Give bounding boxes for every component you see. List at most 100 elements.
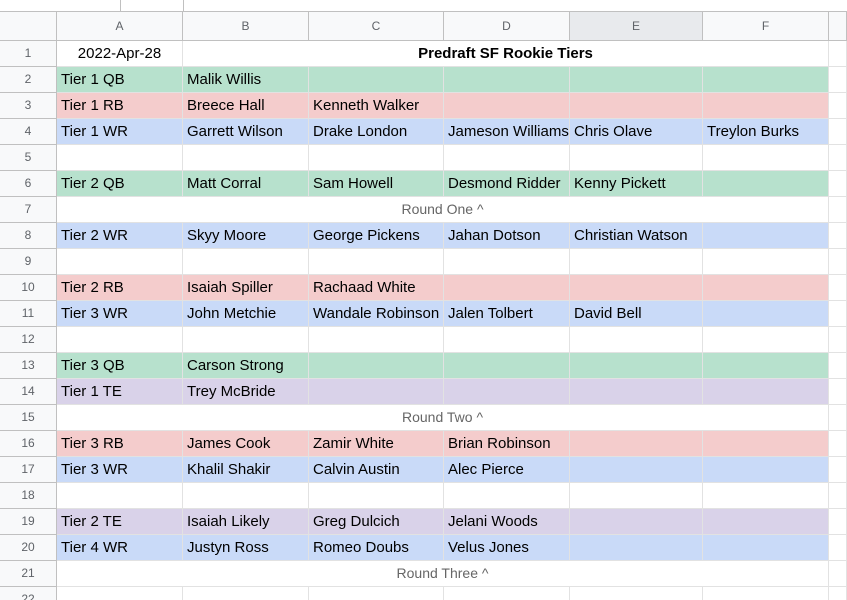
cell[interactable]: [444, 67, 570, 93]
column-header[interactable]: E: [570, 12, 703, 41]
cell[interactable]: James Cook: [183, 431, 309, 457]
cell[interactable]: Tier 1 TE: [57, 379, 183, 405]
cell[interactable]: Khalil Shakir: [183, 457, 309, 483]
column-header[interactable]: A: [57, 12, 183, 41]
cell[interactable]: [57, 145, 183, 171]
cell[interactable]: Garrett Wilson: [183, 119, 309, 145]
cell[interactable]: [309, 67, 444, 93]
cell[interactable]: Tier 3 WR: [57, 457, 183, 483]
cell[interactable]: [570, 327, 703, 353]
cell[interactable]: [703, 457, 829, 483]
cell[interactable]: Kenny Pickett: [570, 171, 703, 197]
cell[interactable]: [183, 249, 309, 275]
cell[interactable]: John Metchie: [183, 301, 309, 327]
cell[interactable]: Sam Howell: [309, 171, 444, 197]
cell[interactable]: Carson Strong: [183, 353, 309, 379]
cell[interactable]: [309, 587, 444, 600]
cell[interactable]: [570, 67, 703, 93]
row-header[interactable]: 17: [0, 457, 57, 483]
row-header[interactable]: 19: [0, 509, 57, 535]
cell[interactable]: Christian Watson: [570, 223, 703, 249]
cell[interactable]: [703, 67, 829, 93]
cell[interactable]: [57, 327, 183, 353]
cell[interactable]: Jahan Dotson: [444, 223, 570, 249]
cell[interactable]: [703, 249, 829, 275]
row-header[interactable]: 1: [0, 41, 57, 67]
column-header[interactable]: F: [703, 12, 829, 41]
cell[interactable]: Rachaad White: [309, 275, 444, 301]
cell[interactable]: Skyy Moore: [183, 223, 309, 249]
cell[interactable]: [444, 353, 570, 379]
cell[interactable]: [57, 483, 183, 509]
cell[interactable]: [570, 93, 703, 119]
cell[interactable]: [570, 353, 703, 379]
cell[interactable]: [703, 145, 829, 171]
cell[interactable]: [309, 327, 444, 353]
cell[interactable]: Tier 3 RB: [57, 431, 183, 457]
cell[interactable]: Drake London: [309, 119, 444, 145]
cell[interactable]: [444, 483, 570, 509]
cell[interactable]: [570, 587, 703, 600]
cell[interactable]: David Bell: [570, 301, 703, 327]
cell[interactable]: [703, 483, 829, 509]
cell[interactable]: [570, 431, 703, 457]
column-header[interactable]: D: [444, 12, 570, 41]
cell[interactable]: Matt Corral: [183, 171, 309, 197]
cell[interactable]: [444, 327, 570, 353]
cell[interactable]: Tier 4 WR: [57, 535, 183, 561]
cell[interactable]: Romeo Doubs: [309, 535, 444, 561]
cell[interactable]: Zamir White: [309, 431, 444, 457]
row-header[interactable]: 7: [0, 197, 57, 223]
cell[interactable]: [570, 457, 703, 483]
cell[interactable]: Breece Hall: [183, 93, 309, 119]
row-header[interactable]: 22: [0, 587, 57, 600]
cell[interactable]: [703, 327, 829, 353]
cell[interactable]: [703, 587, 829, 600]
cell[interactable]: [183, 145, 309, 171]
cell[interactable]: [444, 93, 570, 119]
cell[interactable]: Tier 2 QB: [57, 171, 183, 197]
cell[interactable]: [570, 483, 703, 509]
cell[interactable]: [183, 327, 309, 353]
row-header[interactable]: 3: [0, 93, 57, 119]
cell[interactable]: [57, 249, 183, 275]
cell[interactable]: [703, 379, 829, 405]
merged-cell[interactable]: Round Three ^: [57, 561, 829, 587]
cell[interactable]: [309, 379, 444, 405]
row-header[interactable]: 21: [0, 561, 57, 587]
cell[interactable]: Treylon Burks: [703, 119, 829, 145]
merged-cell[interactable]: Round Two ^: [57, 405, 829, 431]
row-header[interactable]: 16: [0, 431, 57, 457]
row-header[interactable]: 9: [0, 249, 57, 275]
cell[interactable]: [703, 275, 829, 301]
cell[interactable]: [703, 353, 829, 379]
row-header[interactable]: 5: [0, 145, 57, 171]
cell[interactable]: [183, 587, 309, 600]
row-header[interactable]: 13: [0, 353, 57, 379]
cell[interactable]: Chris Olave: [570, 119, 703, 145]
cell[interactable]: Wandale Robinson: [309, 301, 444, 327]
cell[interactable]: [570, 249, 703, 275]
cell[interactable]: [309, 145, 444, 171]
cell[interactable]: Isaiah Spiller: [183, 275, 309, 301]
row-header[interactable]: 18: [0, 483, 57, 509]
cell[interactable]: [444, 587, 570, 600]
cell[interactable]: [570, 509, 703, 535]
cell[interactable]: [703, 301, 829, 327]
cell[interactable]: Tier 2 TE: [57, 509, 183, 535]
cell[interactable]: Alec Pierce: [444, 457, 570, 483]
row-header[interactable]: 10: [0, 275, 57, 301]
column-header[interactable]: C: [309, 12, 444, 41]
cell[interactable]: Kenneth Walker: [309, 93, 444, 119]
row-header[interactable]: 14: [0, 379, 57, 405]
cell[interactable]: Jameson Williams: [444, 119, 570, 145]
cell[interactable]: Tier 3 WR: [57, 301, 183, 327]
title-cell[interactable]: Predraft SF Rookie Tiers: [183, 41, 829, 67]
row-header[interactable]: 8: [0, 223, 57, 249]
cell[interactable]: Justyn Ross: [183, 535, 309, 561]
cell[interactable]: Tier 1 WR: [57, 119, 183, 145]
cell[interactable]: [309, 249, 444, 275]
cell[interactable]: Tier 3 QB: [57, 353, 183, 379]
cell[interactable]: Tier 1 RB: [57, 93, 183, 119]
row-header[interactable]: 2: [0, 67, 57, 93]
